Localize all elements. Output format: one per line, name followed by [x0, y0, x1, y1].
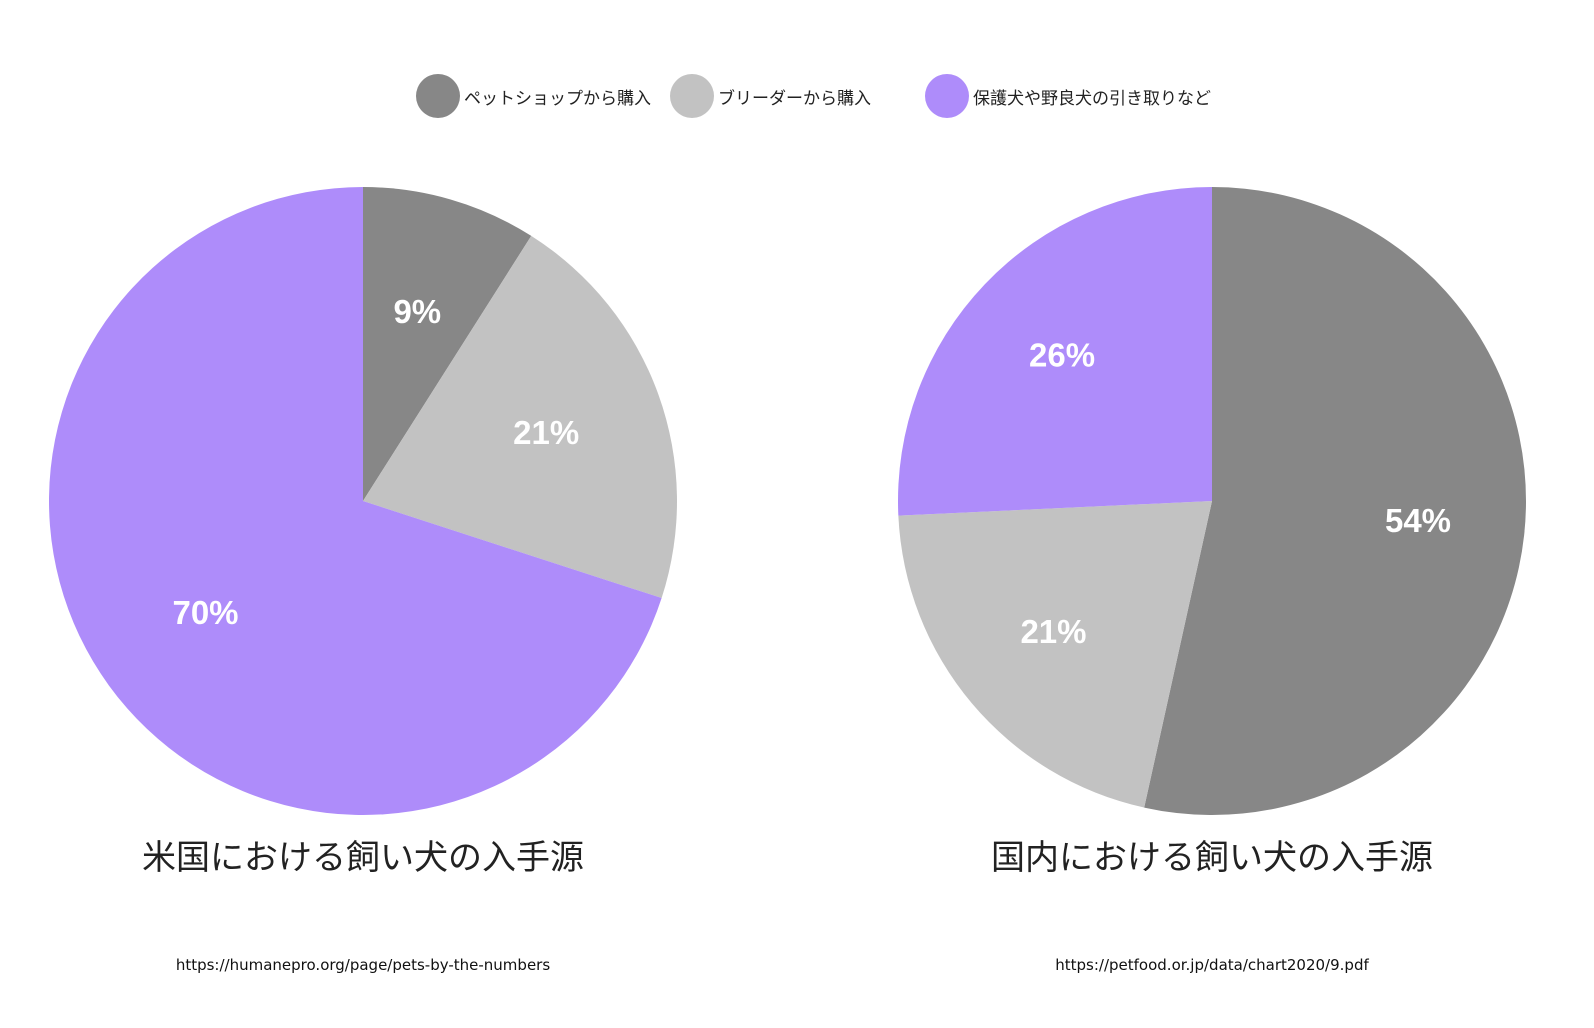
data-label-japan-rescue: 26%: [1029, 337, 1095, 374]
source-link-us[interactable]: https://humanepro.org/page/pets-by-the-n…: [175, 956, 551, 974]
pie-slice-us-rescue: [49, 187, 662, 815]
legend: ペットショップから購入 ブリーダーから購入 保護犬や野良犬の引き取りなど: [0, 74, 1594, 118]
data-label-us-rescue: 70%: [172, 594, 238, 631]
legend-item-petshop: ペットショップから購入: [416, 74, 651, 118]
legend-label-breeder: ブリーダーから購入: [718, 88, 871, 109]
pie-slice-japan-petshop: [1144, 187, 1527, 815]
pie-slice-us-petshop: [363, 187, 532, 501]
data-label-us-petshop: 9%: [393, 293, 441, 330]
chart-title-japan: 国内における飼い犬の入手源: [991, 838, 1433, 878]
legend-swatch-petshop: [416, 74, 460, 118]
pie-slice-us-breeder: [363, 235, 678, 599]
legend-swatch-rescue: [925, 74, 969, 118]
pie-us: 9% 21% 70%: [49, 187, 678, 815]
pie-japan: 54% 21% 26%: [898, 187, 1527, 815]
legend-item-breeder: ブリーダーから購入: [670, 74, 871, 118]
pie-slice-japan-rescue: [898, 187, 1212, 516]
legend-swatch-breeder: [670, 74, 714, 118]
data-label-us-breeder: 21%: [513, 414, 579, 451]
source-link-japan[interactable]: https://petfood.or.jp/data/chart2020/9.p…: [1055, 956, 1369, 974]
legend-item-rescue: 保護犬や野良犬の引き取りなど: [925, 74, 1211, 118]
pie-slice-japan-breeder: [898, 501, 1212, 808]
legend-label-petshop: ペットショップから購入: [464, 88, 651, 109]
legend-label-rescue: 保護犬や野良犬の引き取りなど: [973, 88, 1211, 109]
data-label-japan-breeder: 21%: [1020, 613, 1086, 650]
data-label-japan-petshop: 54%: [1385, 502, 1451, 539]
chart-title-us: 米国における飼い犬の入手源: [142, 838, 584, 878]
